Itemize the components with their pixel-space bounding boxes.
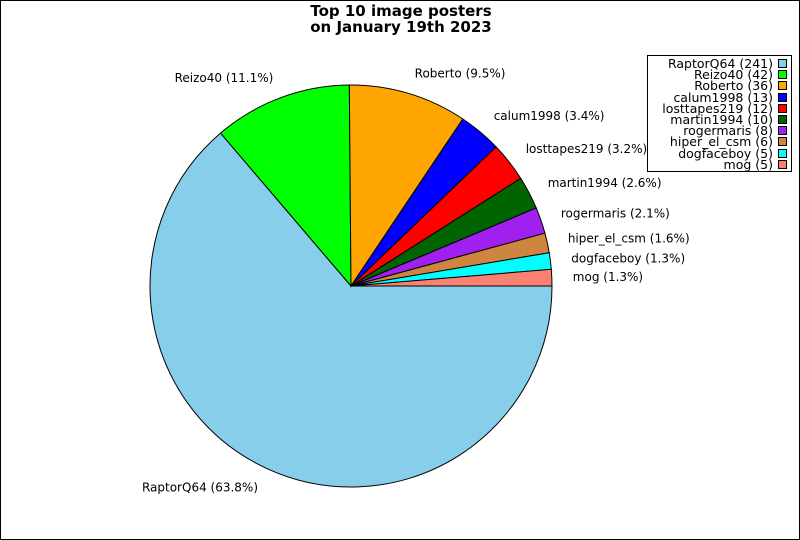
legend-swatch bbox=[778, 137, 787, 147]
legend-swatch bbox=[778, 126, 787, 136]
legend-swatch bbox=[778, 81, 787, 91]
chart-title-line-2: on January 19th 2023 bbox=[310, 18, 492, 36]
legend-label: mog (5) bbox=[723, 156, 773, 172]
legend-label: RaptorQ64 (241) bbox=[667, 56, 773, 72]
legend-swatch bbox=[778, 148, 787, 158]
legend-item-dogfaceboy: dogfaceboy (5) bbox=[648, 145, 791, 161]
legend-item-hiper-el-csm: hiper_el_csm (6) bbox=[648, 134, 791, 150]
legend-label: hiper_el_csm (6) bbox=[669, 134, 773, 150]
legend-label: martin1994 (10) bbox=[670, 112, 773, 128]
legend-swatch bbox=[778, 92, 787, 102]
legend-item-mog: mog (5) bbox=[648, 156, 791, 172]
slice-label-raptorq64: RaptorQ64 (63.8%) bbox=[142, 481, 258, 495]
legend-item-losttapes219: losttapes219 (12) bbox=[648, 100, 791, 116]
legend-item-calum1998: calum1998 (13) bbox=[648, 89, 791, 105]
legend-swatch bbox=[778, 70, 787, 80]
slice-label-martin1994: martin1994 (2.6%) bbox=[548, 176, 662, 190]
legend-label: losttapes219 (12) bbox=[662, 100, 773, 116]
slice-label-hiper-el-csm: hiper_el_csm (1.6%) bbox=[568, 231, 690, 245]
slice-label-rogermaris: rogermaris (2.1%) bbox=[561, 207, 670, 221]
legend-item-raptorq64: RaptorQ64 (241) bbox=[648, 56, 791, 72]
pie-slice-raptorq64 bbox=[149, 132, 553, 488]
pie-slice-roberto bbox=[348, 84, 464, 288]
legend-swatch bbox=[778, 115, 787, 125]
legend-swatch bbox=[778, 59, 787, 69]
slice-label-roberto: Roberto (9.5%) bbox=[415, 66, 506, 80]
legend-label: Reizo40 (42) bbox=[693, 67, 773, 83]
chart-title: Top 10 image posters on January 19th 202… bbox=[1, 2, 799, 36]
legend-swatch bbox=[778, 103, 787, 113]
slice-label-mog: mog (1.3%) bbox=[573, 270, 643, 284]
legend-label: rogermaris (8) bbox=[683, 123, 773, 139]
legend-label: dogfaceboy (5) bbox=[678, 145, 773, 161]
slice-label-calum1998: calum1998 (3.4%) bbox=[494, 109, 605, 123]
legend-swatch bbox=[778, 159, 787, 169]
legend-item-reizo40: Reizo40 (42) bbox=[648, 67, 791, 83]
legend-label: Roberto (36) bbox=[694, 78, 773, 94]
legend-item-martin1994: martin1994 (10) bbox=[648, 112, 791, 128]
slice-label-dogfaceboy: dogfaceboy (1.3%) bbox=[571, 251, 685, 265]
slice-label-reizo40: Reizo40 (11.1%) bbox=[175, 71, 274, 85]
chart-legend: RaptorQ64 (241) Reizo40 (42) Roberto (36) c… bbox=[647, 55, 792, 172]
slice-label-losttapes219: losttapes219 (3.2%) bbox=[526, 142, 648, 156]
chart-title-line-1: Top 10 image posters bbox=[310, 2, 492, 20]
legend-item-rogermaris: rogermaris (8) bbox=[648, 123, 791, 139]
legend-label: calum1998 (13) bbox=[673, 89, 773, 105]
pie-slice-mog bbox=[350, 268, 553, 287]
pie-slice-reizo40 bbox=[219, 84, 352, 288]
legend-item-roberto: Roberto (36) bbox=[648, 78, 791, 94]
